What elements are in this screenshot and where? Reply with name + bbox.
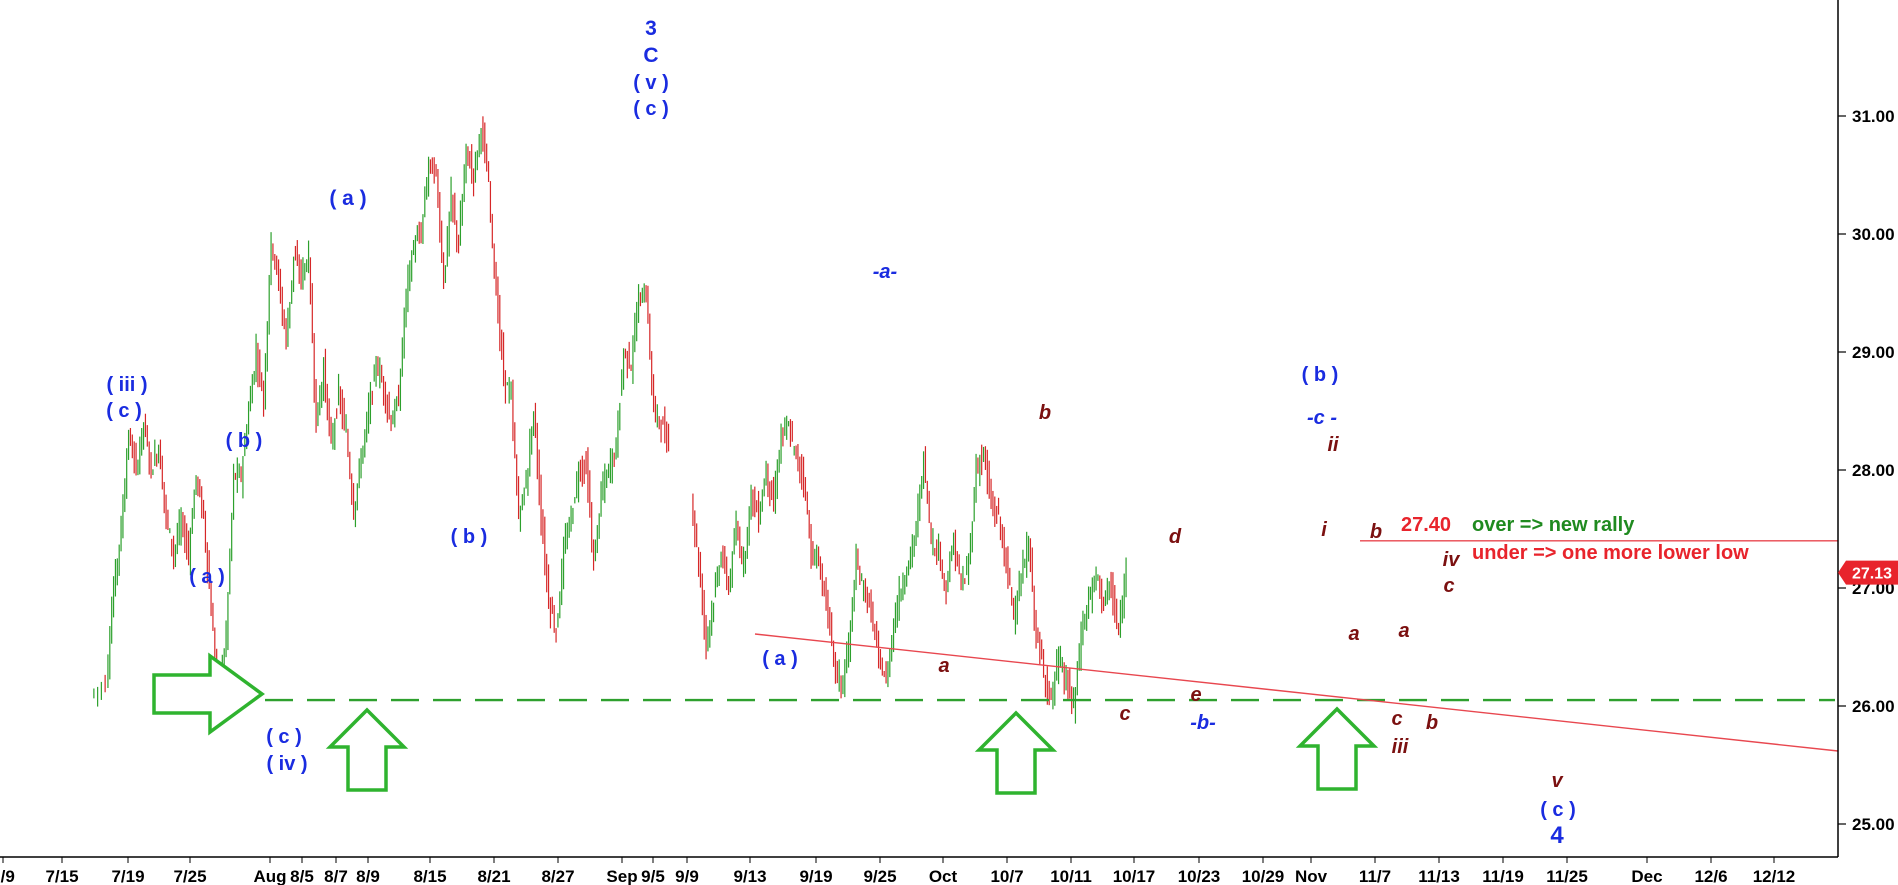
wave-label-b: ( b ) xyxy=(451,526,488,548)
x-tick-label: 8/7 xyxy=(324,867,348,885)
wave-label-a: a xyxy=(1398,620,1409,642)
wave-label-v: v xyxy=(1551,770,1564,792)
x-tick-label: Sep xyxy=(606,867,637,885)
wave-label-i: i xyxy=(1321,519,1327,541)
wave-label-c: c xyxy=(1119,703,1130,725)
wave-label-a: a xyxy=(1348,623,1359,645)
x-tick-label: 9/5 xyxy=(641,867,665,885)
x-tick-label: 8/9 xyxy=(356,867,380,885)
x-tick-label: 11/7 xyxy=(1359,867,1391,885)
wave-label-a: ( a ) xyxy=(189,566,225,588)
support-resistance-lines xyxy=(265,540,1839,752)
wave-label-b: ( b ) xyxy=(1302,364,1339,386)
wave-label-e: e xyxy=(1190,684,1201,706)
y-tick-label: 30.00 xyxy=(1852,225,1895,244)
x-tick-label: 10/29 xyxy=(1242,867,1285,885)
x-tick-label: 12/12 xyxy=(1753,867,1796,885)
wave-label-c: ( c ) xyxy=(266,726,302,748)
right-arrow xyxy=(152,652,265,736)
x-tick-label: 7/15 xyxy=(45,867,78,885)
up-arrow xyxy=(1295,706,1379,791)
y-tick-label: 25.00 xyxy=(1852,815,1895,834)
wave-label-4: 4 xyxy=(1550,822,1564,849)
x-tick-label: 11/13 xyxy=(1418,867,1460,885)
wave-label-v: ( v ) xyxy=(633,72,669,94)
wave-labels: 3 C ( v ) ( c ) ( a ) ( iii ) ( c ) ( b ) ( a ) (… xyxy=(106,17,1749,849)
y-tick-label: 26.00 xyxy=(1852,697,1895,716)
wave-label-iv: ( iv ) xyxy=(266,753,307,775)
x-tick-label: 7/19 xyxy=(111,867,144,885)
x-tick-label: 10/11 xyxy=(1050,867,1092,885)
x-tick-label: 10/7 xyxy=(990,867,1023,885)
wave-label-c: c xyxy=(1391,708,1402,730)
x-tick-label: Dec xyxy=(1631,867,1662,885)
x-tick-label: 12/6 xyxy=(1694,867,1727,885)
wave-label-ii: ii xyxy=(1327,434,1339,456)
x-tick-label: 8/27 xyxy=(541,867,574,885)
last-price-box xyxy=(1838,560,1898,585)
arrow-markers xyxy=(152,652,1379,795)
wave-label-iii: iii xyxy=(1392,736,1409,758)
wave-label-a: ( a ) xyxy=(329,187,366,210)
x-tick-label: Nov xyxy=(1295,867,1328,885)
x-tick-label: 7/9 xyxy=(0,867,15,885)
x-tick-label: 8/5 xyxy=(290,867,314,885)
x-tick-label: 11/25 xyxy=(1546,867,1588,885)
wave-label-c: ( c ) xyxy=(633,98,669,120)
wave-label-c: ( c ) xyxy=(106,400,142,422)
x-tick-label: 9/13 xyxy=(733,867,766,885)
x-tick-label: Oct xyxy=(929,867,958,885)
x-tick-label: 8/21 xyxy=(477,867,510,885)
last-price-label: 27.13 xyxy=(1852,566,1892,583)
y-tick-label: 29.00 xyxy=(1852,343,1895,362)
x-tick-label: 10/17 xyxy=(1113,867,1156,885)
wave-label-c: c xyxy=(1443,575,1454,597)
x-tick-label: 9/9 xyxy=(675,867,699,885)
wave-label-b: b xyxy=(1370,521,1382,543)
wave-label-b: b xyxy=(1426,712,1438,734)
x-tick-label: 10/23 xyxy=(1178,867,1221,885)
x-tick-label: 8/15 xyxy=(413,867,446,885)
wave-label-iii: ( iii ) xyxy=(106,374,147,396)
wave-label-minus-c: -c - xyxy=(1307,407,1337,429)
wave-label-minus-a: -a- xyxy=(873,261,898,283)
x-tick-label: 11/19 xyxy=(1482,867,1524,885)
wave-label-iv: iv xyxy=(1443,549,1462,571)
up-arrow xyxy=(974,710,1058,795)
up-arrow xyxy=(325,707,409,792)
level-value-label: 27.40 xyxy=(1401,514,1451,536)
wave-label-d: d xyxy=(1169,526,1182,548)
x-tick-label: 9/25 xyxy=(863,867,896,885)
x-tick-label: 7/25 xyxy=(173,867,206,885)
wave-label-C: C xyxy=(643,44,658,67)
price-bars xyxy=(93,116,1127,724)
wave-label-3: 3 xyxy=(645,17,657,40)
wave-label-b: ( b ) xyxy=(226,430,263,452)
y-tick-label: 28.00 xyxy=(1852,461,1895,480)
x-tick-label: Aug xyxy=(253,867,286,885)
level-under-note: under => one more lower low xyxy=(1472,542,1749,564)
y-tick-label: 31.00 xyxy=(1852,107,1895,126)
x-tick-label: 9/19 xyxy=(799,867,832,885)
wave-label-a: ( a ) xyxy=(762,648,798,670)
wave-label-b: b xyxy=(1039,402,1051,424)
wave-label-c: ( c ) xyxy=(1540,799,1576,821)
wave-label-a: a xyxy=(938,655,949,677)
level-over-note: over => new rally xyxy=(1472,514,1635,536)
trendline xyxy=(754,633,1839,752)
wave-label-minus-b: -b- xyxy=(1190,712,1216,734)
